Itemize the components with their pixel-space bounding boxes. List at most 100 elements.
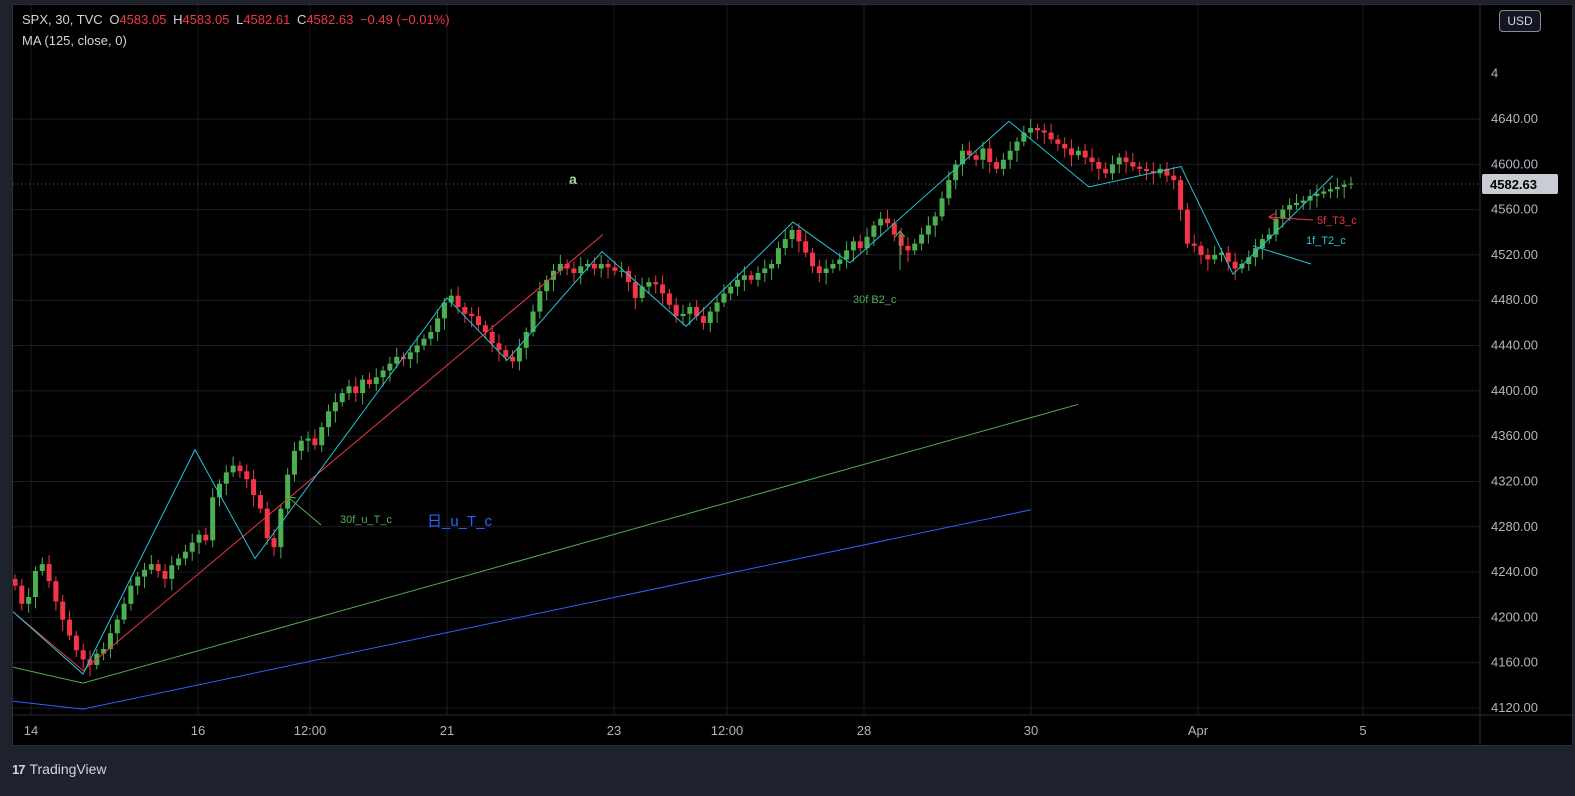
trend-line-green bbox=[13, 403, 1079, 684]
close-label: C bbox=[296, 12, 307, 27]
candle-body bbox=[298, 440, 304, 451]
y-tick-label: 4200.00 bbox=[1491, 609, 1538, 624]
candle-body bbox=[489, 331, 495, 344]
symbol-label[interactable]: SPX, 30, TVC bbox=[22, 12, 103, 27]
currency-button[interactable]: USD bbox=[1499, 10, 1541, 32]
candle-body bbox=[953, 164, 959, 181]
candle-body bbox=[1198, 245, 1204, 255]
candle-body bbox=[1178, 180, 1184, 210]
open-value: 4583.05 bbox=[119, 12, 167, 27]
candle-body bbox=[380, 370, 386, 378]
candle-body bbox=[353, 386, 359, 394]
candle-body bbox=[1225, 252, 1231, 262]
candle-body bbox=[60, 601, 66, 620]
candle-body bbox=[162, 570, 168, 579]
candle-body bbox=[230, 465, 236, 473]
candle-body bbox=[1232, 261, 1238, 269]
candle-body bbox=[373, 377, 379, 385]
candle-body bbox=[1014, 141, 1020, 151]
price-chart[interactable]: 4640.00 4600.00 4560.00 4520.00 4480.00 4440.… bbox=[13, 5, 1574, 747]
candle-body bbox=[176, 558, 182, 566]
candle-body bbox=[421, 338, 427, 346]
x-tick-label: 28 bbox=[857, 723, 871, 738]
y-tick-label: 4440.00 bbox=[1491, 338, 1538, 353]
open-label: O bbox=[109, 12, 120, 27]
candle-body bbox=[639, 286, 645, 298]
candle-body bbox=[142, 569, 148, 577]
candle-body bbox=[1041, 130, 1047, 133]
candle-body bbox=[1191, 243, 1197, 246]
candle-body bbox=[905, 245, 911, 251]
candle-body bbox=[196, 534, 202, 543]
candle-body bbox=[1348, 183, 1354, 185]
candle-body bbox=[101, 649, 107, 654]
candle-body bbox=[441, 302, 447, 319]
candle-body bbox=[285, 474, 291, 509]
candle-body bbox=[1021, 132, 1027, 142]
candle-body bbox=[537, 291, 543, 312]
candle-body bbox=[782, 239, 788, 249]
candle-body bbox=[1253, 248, 1259, 258]
annotation-arrowhead-b2 bbox=[894, 230, 906, 238]
candle-body bbox=[169, 565, 175, 579]
candle-body bbox=[448, 295, 454, 303]
y-tick-label: 4280.00 bbox=[1491, 519, 1538, 534]
ma-indicator-label[interactable]: MA (125, close, 0) bbox=[22, 33, 127, 48]
candle-body bbox=[223, 472, 229, 484]
candle-body bbox=[1341, 184, 1347, 187]
candle-body bbox=[850, 241, 856, 251]
candle-body bbox=[530, 311, 536, 332]
annotation-arrowhead-5f-t3 bbox=[1267, 212, 1277, 222]
candle-body bbox=[585, 263, 591, 267]
trend-line-blue bbox=[13, 509, 1032, 710]
candle-body bbox=[462, 307, 468, 314]
candle-body bbox=[67, 619, 73, 636]
candle-body bbox=[1089, 157, 1095, 163]
candle-body bbox=[332, 402, 338, 412]
candle-body bbox=[1184, 209, 1190, 244]
candle-body bbox=[237, 465, 243, 472]
candle-body bbox=[155, 564, 161, 571]
candle-body bbox=[387, 363, 393, 371]
candle-body bbox=[510, 356, 516, 362]
candle-body bbox=[523, 331, 529, 348]
candle-body bbox=[503, 350, 509, 357]
candle-body bbox=[1218, 252, 1224, 255]
x-tick-label: 5 bbox=[1359, 723, 1366, 738]
candle-body bbox=[19, 585, 25, 604]
candle-body bbox=[1075, 150, 1081, 156]
candle-body bbox=[1259, 239, 1265, 249]
candle-body bbox=[128, 585, 134, 604]
candle-body bbox=[414, 345, 420, 353]
candle-body bbox=[1103, 168, 1109, 174]
candle-body bbox=[210, 497, 216, 541]
candle-body bbox=[816, 266, 822, 274]
tradingview-brand[interactable]: 17 TradingView bbox=[12, 761, 107, 777]
candle-body bbox=[966, 150, 972, 156]
candle-body bbox=[1096, 162, 1102, 169]
annotation-daily-u-t: 日_u_T_c bbox=[427, 513, 493, 530]
candle-body bbox=[469, 313, 475, 317]
candle-body bbox=[394, 356, 400, 364]
candle-body bbox=[632, 282, 638, 298]
candle-body bbox=[803, 241, 809, 253]
x-tick-label: 14 bbox=[24, 723, 38, 738]
chart-pane[interactable]: 4640.00 4600.00 4560.00 4520.00 4480.00 4440.… bbox=[12, 4, 1574, 747]
candle-body bbox=[312, 438, 318, 446]
candle-body bbox=[428, 331, 434, 339]
candle-body bbox=[1028, 128, 1034, 133]
y-tick-label: 4360.00 bbox=[1491, 428, 1538, 443]
candle-body bbox=[482, 325, 488, 332]
x-tick-label: 12:00 bbox=[294, 723, 327, 738]
candle-body bbox=[878, 218, 884, 226]
y-tick-label: 4600.00 bbox=[1491, 156, 1538, 171]
annotation-arrowhead-30f-u bbox=[287, 496, 297, 506]
candle-body bbox=[653, 282, 659, 285]
candle-body bbox=[735, 279, 741, 287]
candle-body bbox=[80, 650, 86, 660]
annotation-1f-t2: 1f_T2_c bbox=[1306, 235, 1346, 247]
candle-body bbox=[271, 538, 277, 548]
annotation-5f-t3: 5f_T3_c bbox=[1317, 215, 1357, 227]
candle-body bbox=[625, 270, 631, 283]
